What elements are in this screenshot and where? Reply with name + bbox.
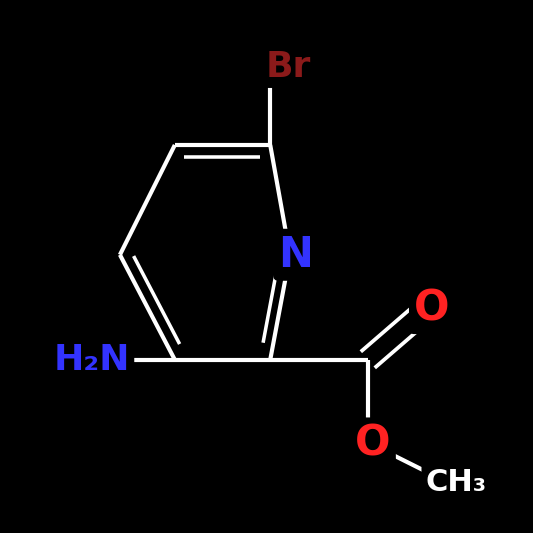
Text: O: O — [356, 423, 391, 464]
Text: Br: Br — [265, 50, 311, 84]
Text: H₂N: H₂N — [53, 343, 130, 377]
Text: O: O — [414, 287, 449, 329]
Text: CH₃: CH₃ — [425, 468, 486, 497]
Text: N: N — [278, 234, 313, 276]
